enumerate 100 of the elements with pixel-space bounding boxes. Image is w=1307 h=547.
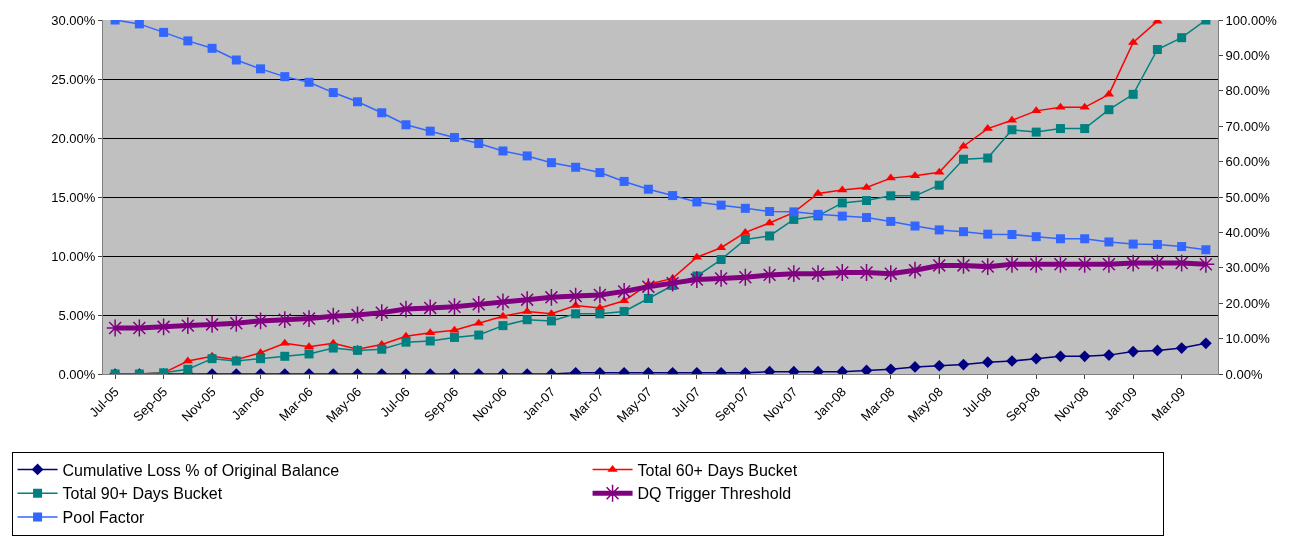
legend-label: Total 60+ Days Bucket bbox=[637, 461, 798, 479]
point bbox=[765, 231, 775, 241]
point bbox=[711, 269, 731, 288]
point bbox=[449, 325, 460, 333]
point bbox=[328, 88, 338, 98]
y-tick-label: 30.00% bbox=[51, 12, 96, 28]
point bbox=[740, 203, 750, 213]
point bbox=[522, 315, 532, 325]
point bbox=[498, 321, 508, 331]
point bbox=[958, 154, 968, 164]
point bbox=[692, 197, 702, 207]
point bbox=[957, 358, 970, 371]
point bbox=[1200, 337, 1212, 350]
y2-tick-label: 40.00% bbox=[1225, 224, 1271, 240]
point bbox=[1080, 234, 1090, 244]
point bbox=[304, 349, 314, 359]
point bbox=[643, 184, 653, 194]
point bbox=[1128, 89, 1138, 99]
point bbox=[595, 309, 605, 319]
y2-tick-label: 90.00% bbox=[1225, 47, 1271, 63]
point bbox=[1099, 255, 1119, 274]
point bbox=[614, 282, 634, 301]
point bbox=[1055, 234, 1065, 244]
point bbox=[493, 292, 513, 312]
point bbox=[498, 146, 508, 156]
y2-tick-label: 80.00% bbox=[1225, 83, 1271, 99]
point bbox=[1079, 102, 1090, 110]
point bbox=[983, 229, 993, 239]
point bbox=[1175, 342, 1188, 354]
point bbox=[1031, 106, 1042, 114]
point bbox=[837, 185, 848, 193]
point bbox=[910, 191, 920, 201]
point bbox=[837, 211, 847, 221]
y-tick-label: 10.00% bbox=[51, 248, 96, 264]
point bbox=[1128, 239, 1138, 249]
point bbox=[421, 298, 440, 318]
point bbox=[1054, 350, 1067, 363]
point bbox=[279, 338, 290, 346]
point bbox=[1007, 125, 1017, 135]
point bbox=[590, 285, 610, 305]
point bbox=[595, 168, 605, 178]
point bbox=[884, 363, 897, 374]
point bbox=[449, 332, 459, 342]
point bbox=[353, 97, 363, 107]
point bbox=[687, 270, 707, 289]
point bbox=[764, 218, 775, 226]
point bbox=[546, 309, 557, 317]
point bbox=[571, 309, 581, 319]
point bbox=[202, 315, 222, 334]
point bbox=[1201, 245, 1211, 255]
point bbox=[619, 306, 629, 316]
point bbox=[1148, 253, 1167, 273]
point bbox=[1177, 242, 1187, 252]
y-tick-label: 0.00% bbox=[58, 366, 96, 382]
point bbox=[280, 351, 290, 361]
point bbox=[449, 133, 459, 143]
y2-tick-label: 60.00% bbox=[1225, 154, 1271, 170]
point bbox=[304, 77, 314, 87]
point bbox=[105, 318, 125, 338]
point bbox=[299, 309, 319, 328]
point bbox=[668, 191, 678, 201]
point bbox=[1007, 230, 1017, 240]
point bbox=[251, 311, 270, 331]
point bbox=[643, 293, 653, 303]
point bbox=[1196, 255, 1216, 274]
point bbox=[1080, 124, 1090, 134]
point bbox=[159, 27, 169, 37]
point bbox=[1172, 253, 1191, 273]
point bbox=[837, 198, 847, 208]
point bbox=[886, 216, 896, 226]
point bbox=[760, 265, 779, 285]
y-tick-label: 20.00% bbox=[51, 130, 96, 146]
legend-label: DQ Trigger Threshold bbox=[637, 485, 792, 503]
point bbox=[183, 364, 193, 374]
point bbox=[1002, 255, 1022, 274]
point bbox=[1152, 239, 1162, 249]
point bbox=[905, 261, 925, 280]
point bbox=[983, 153, 993, 163]
point bbox=[396, 299, 416, 319]
point bbox=[958, 141, 969, 149]
point bbox=[1124, 253, 1143, 273]
point bbox=[862, 213, 872, 223]
point bbox=[546, 316, 556, 326]
point bbox=[1055, 102, 1066, 110]
point bbox=[1104, 237, 1114, 247]
point bbox=[130, 318, 149, 338]
y2-tick-label: 10.00% bbox=[1225, 331, 1271, 347]
point bbox=[134, 20, 144, 29]
point bbox=[765, 207, 775, 217]
legend-label: Cumulative Loss % of Original Balance bbox=[62, 461, 340, 479]
point bbox=[1127, 345, 1140, 358]
point bbox=[474, 330, 484, 340]
point bbox=[1152, 45, 1162, 54]
y2-tick-label: 20.00% bbox=[1225, 295, 1271, 311]
point bbox=[1055, 124, 1065, 134]
point bbox=[522, 151, 532, 161]
point bbox=[958, 227, 968, 237]
point bbox=[328, 343, 338, 353]
point bbox=[1030, 352, 1043, 365]
point bbox=[425, 336, 435, 346]
